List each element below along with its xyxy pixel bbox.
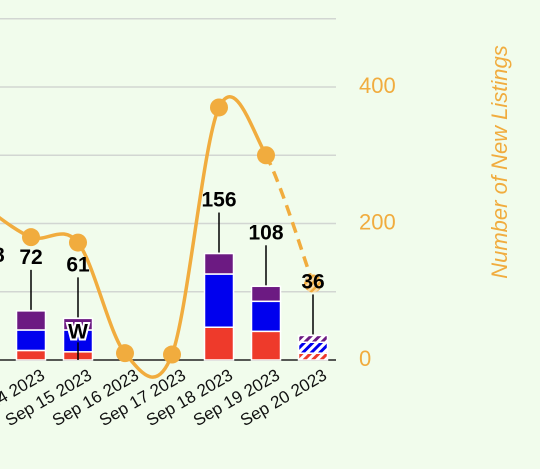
- bar-total-label: 36: [301, 270, 324, 293]
- bar-segment: [15, 329, 47, 352]
- stacked-bars: [15, 252, 329, 361]
- line-point: [116, 344, 134, 363]
- right-axis-tick-label: 200: [359, 209, 396, 234]
- right-axis-tick-label: 0: [359, 346, 371, 371]
- bar-segment: [203, 273, 235, 328]
- bar-total-label-partial: 8: [0, 244, 5, 267]
- bar-value-labels: 72 61 156 108 36 8 W: [0, 189, 325, 360]
- bar-segment: [250, 330, 282, 361]
- line-point: [210, 98, 228, 117]
- listing-line: [0, 95, 322, 379]
- line-point: [22, 228, 40, 247]
- bar-segment: [203, 252, 235, 275]
- bar-segment: [62, 317, 94, 331]
- bar-total-label: 108: [248, 221, 283, 244]
- line-point: [304, 274, 322, 293]
- right-axis-ticks: 0 200 400: [359, 73, 396, 371]
- bar-segment: [250, 300, 282, 333]
- right-axis-tick-label: 400: [359, 73, 396, 98]
- bar-segment: [15, 310, 47, 331]
- bar-total-label: 156: [201, 189, 236, 212]
- bar-total-label: 72: [19, 246, 42, 269]
- bar-segment: [297, 334, 329, 344]
- bar-segment: [203, 326, 235, 361]
- line-projected-segment: [264, 154, 315, 285]
- line-point: [69, 233, 87, 252]
- bar-segment: [15, 349, 47, 361]
- bar-segment: [250, 285, 282, 303]
- bar-total-label: 61: [66, 253, 90, 276]
- bar-segment: [297, 341, 329, 354]
- grid-lines: [0, 18, 336, 293]
- line-point: [257, 146, 275, 165]
- line-point: [163, 345, 181, 364]
- bar-annotation-label: W: [68, 320, 88, 343]
- bar-segment: [297, 352, 329, 361]
- y-axis-label: Number of New Listings: [487, 45, 512, 279]
